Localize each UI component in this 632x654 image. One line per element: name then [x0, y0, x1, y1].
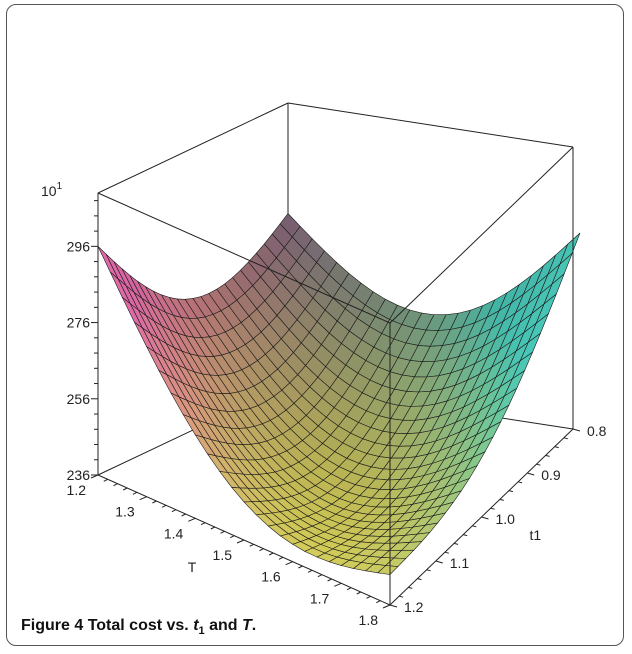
x-axis-tick	[139, 496, 147, 501]
figure-frame: 236 256 276 296 1.2 1.3 1.4 1.5 1.6 1.7 1.8 T 0.8 0.9…	[6, 4, 624, 646]
caption-var1-sub: 1	[198, 625, 205, 638]
z-tick-label: 236	[67, 467, 91, 483]
y-axis-tick	[499, 498, 504, 501]
x-axis-tick	[298, 565, 303, 569]
x-tick-label: 1.6	[261, 569, 281, 585]
figure-caption: Figure 4 Total cost vs. t1 and T.	[21, 617, 256, 637]
y-axis-tick	[481, 516, 489, 520]
y-tick-label: 0.8	[587, 423, 607, 439]
x-tick-label: 1.4	[164, 525, 184, 541]
x-axis-tick	[236, 539, 245, 544]
box-edge-top-front	[97, 192, 391, 324]
x-axis-tick	[356, 591, 362, 595]
x-axis-tick	[249, 543, 254, 547]
x-tick-label: 1.5	[213, 547, 233, 563]
caption-var1: t	[193, 617, 199, 634]
y-axis-tick	[508, 490, 514, 493]
z-tick-label: 276	[67, 315, 91, 331]
z-multiplier-label: 101	[41, 181, 63, 199]
x-axis-tick	[327, 578, 332, 582]
x-tick-label: 1.2	[67, 482, 87, 498]
x-axis-tick	[230, 535, 235, 539]
y-axis-tick	[417, 578, 422, 581]
y-axis-tick	[399, 595, 404, 598]
z-tick-label: 296	[67, 238, 91, 254]
caption-text-end: .	[251, 617, 257, 634]
x-axis-tick	[103, 478, 108, 482]
y-axis-tick	[545, 454, 550, 457]
x-axis-tick	[376, 600, 381, 604]
y-axis-tick	[536, 463, 541, 466]
y-axis-tick	[444, 551, 450, 554]
x-axis-tick	[346, 587, 352, 591]
x-axis-tick	[113, 483, 118, 487]
x-tick-label: 1.8	[359, 612, 379, 628]
caption-text-prefix: Total cost vs.	[87, 617, 194, 634]
x-axis-tick	[334, 582, 342, 587]
y-axis-tick	[472, 525, 477, 528]
y-axis-tick	[426, 569, 431, 572]
y-tick-label: 1.2	[404, 599, 424, 615]
cost-surface	[97, 213, 581, 575]
y-axis-tick	[572, 428, 581, 432]
x-axis-tick	[181, 513, 186, 517]
axes: 236 256 276 296 1.2 1.3 1.4 1.5 1.6 1.7 1.8 T 0.8 0.9…	[67, 200, 607, 628]
box-edge-top-left	[97, 102, 289, 194]
y-axis-tick	[563, 437, 568, 440]
y-axis-tick	[389, 604, 398, 608]
x-axis-tick	[210, 526, 216, 530]
surface-patch	[377, 565, 399, 575]
y-tick-label: 1.0	[496, 511, 516, 527]
x-tick-label: 1.7	[310, 590, 330, 606]
x-axis-tick	[200, 522, 206, 526]
x-axis-tick	[132, 491, 138, 495]
y-axis-tick	[435, 560, 443, 564]
y-tick-label: 0.9	[541, 467, 561, 483]
y-axis-tick	[527, 472, 535, 476]
x-axis-tick	[220, 530, 225, 534]
x-axis-tick	[188, 517, 196, 522]
x-axis-tick	[366, 595, 371, 599]
y-axis-label: t1	[530, 527, 542, 543]
y-axis-tick	[463, 534, 468, 537]
box-edge-top-right	[389, 146, 574, 324]
x-axis-label: T	[188, 559, 197, 575]
y-axis-tick	[453, 542, 459, 545]
x-axis-tick	[259, 548, 264, 552]
x-axis-tick	[90, 474, 99, 479]
y-axis-tick	[408, 586, 413, 589]
y-axis-tick	[517, 481, 523, 484]
surface-plot: 236 256 276 296 1.2 1.3 1.4 1.5 1.6 1.7 1.8 T 0.8 0.9…	[41, 102, 607, 628]
x-axis-tick	[285, 561, 293, 566]
x-axis-tick	[171, 509, 177, 513]
x-axis-tick	[317, 574, 323, 578]
x-axis-tick	[122, 487, 128, 491]
x-axis-tick	[268, 552, 274, 556]
x-axis-tick	[382, 604, 391, 609]
y-tick-label: 1.1	[450, 555, 470, 571]
x-axis-tick	[161, 504, 167, 508]
x-axis-tick	[307, 569, 313, 573]
caption-text-mid: and	[204, 617, 242, 634]
x-axis-tick	[278, 556, 284, 560]
caption-var2: T	[242, 617, 252, 634]
x-axis-tick	[152, 500, 157, 504]
caption-label: Figure 4	[21, 617, 84, 634]
z-tick-label: 256	[67, 391, 91, 407]
y-axis-tick	[490, 507, 495, 510]
y-axis-tick	[554, 446, 559, 449]
box-edge-top-back	[287, 102, 574, 148]
x-tick-label: 1.3	[115, 504, 135, 520]
